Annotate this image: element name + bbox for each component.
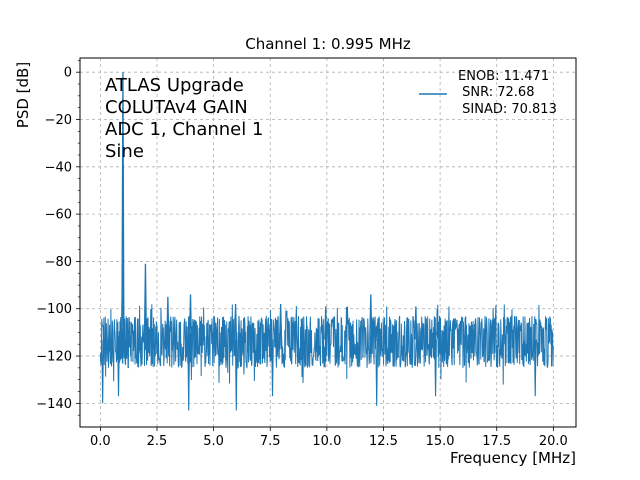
y-tick-label: −100 xyxy=(36,302,72,317)
x-tick-label: 15.0 xyxy=(426,434,455,449)
x-axis-ticks: 0.0 2.5 5.0 7.5 10.0 12.5 15.0 17.5 20.0 xyxy=(90,427,568,449)
x-tick-label: 0.0 xyxy=(90,434,111,449)
x-tick-label: 17.5 xyxy=(482,434,511,449)
legend-line-sinad: SINAD: 70.813 xyxy=(458,102,557,117)
annotation-line: ADC 1, Channel 1 xyxy=(105,119,263,140)
x-tick-label: 5.0 xyxy=(203,434,224,449)
psd-peak xyxy=(414,306,418,349)
psd-peak xyxy=(188,294,193,349)
psd-peak xyxy=(233,303,238,349)
y-tick-label: −80 xyxy=(45,255,72,270)
psd-dip xyxy=(117,339,120,397)
x-tick-label: 10.0 xyxy=(312,434,341,449)
psd-dip xyxy=(101,339,104,404)
psd-trace-layer xyxy=(99,72,554,411)
y-tick-label: 0 xyxy=(64,66,72,81)
y-tick-label: −140 xyxy=(36,397,72,412)
annotation-block: ATLAS Upgrade COLUTAv4 GAIN ADC 1, Chann… xyxy=(105,75,263,162)
legend-line-snr: SNR: 72.68 xyxy=(458,85,534,100)
psd-peak xyxy=(120,259,125,349)
annotation-line: Sine xyxy=(105,141,144,162)
x-tick-label: 7.5 xyxy=(260,434,281,449)
psd-peak xyxy=(166,296,170,349)
psd-dip xyxy=(375,339,379,406)
psd-dip xyxy=(434,339,437,397)
x-tick-label: 12.5 xyxy=(369,434,398,449)
psd-noise-trace xyxy=(99,304,554,385)
psd-dip xyxy=(187,339,191,411)
psd-peak xyxy=(279,303,283,349)
y-axis-label: PSD [dB] xyxy=(14,62,32,128)
y-tick-label: −60 xyxy=(45,208,72,223)
y-tick-label: −40 xyxy=(45,160,72,175)
axes-frame xyxy=(79,57,577,428)
x-tick-label: 20.0 xyxy=(539,434,568,449)
psd-peak xyxy=(121,72,125,349)
x-tick-label: 2.5 xyxy=(147,434,168,449)
grid xyxy=(80,58,576,427)
psd-dip xyxy=(533,339,537,397)
x-axis-label: Frequency [MHz] xyxy=(450,449,576,467)
chart-title: Channel 1: 0.995 MHz xyxy=(245,35,411,53)
annotation-line: COLUTAv4 GAIN xyxy=(105,97,248,118)
psd-peak xyxy=(143,263,148,349)
legend-line-enob: ENOB: 11.471 xyxy=(458,69,549,84)
psd-peak xyxy=(324,306,328,349)
annotation-line: ATLAS Upgrade xyxy=(105,75,244,96)
psd-peak xyxy=(369,294,373,349)
y-tick-label: −20 xyxy=(45,113,72,128)
y-tick-label: −120 xyxy=(36,350,72,365)
legend: ENOB: 11.471 SNR: 72.68 SINAD: 70.813 xyxy=(419,69,557,117)
psd-dip xyxy=(271,339,274,397)
y-axis-ticks: 0 −20 −40 −60 −80 −100 −120 −140 xyxy=(36,60,80,416)
psd-dip xyxy=(234,339,238,411)
